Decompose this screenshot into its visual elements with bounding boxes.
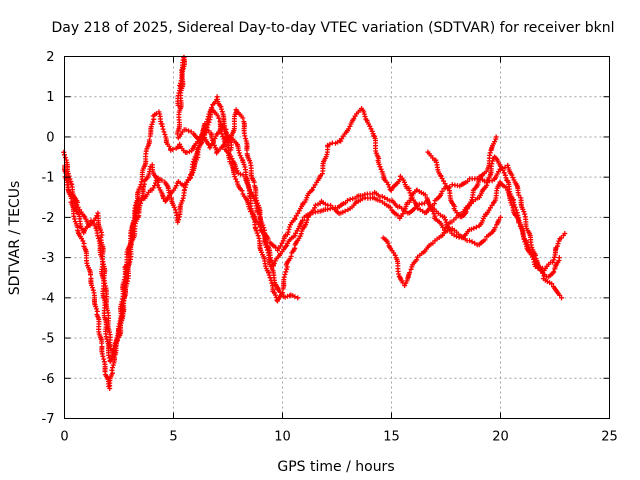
chart-title: Day 218 of 2025, Sidereal Day-to-day VTE… xyxy=(52,20,615,36)
x-tick-label: 20 xyxy=(492,430,509,445)
y-tick-label: -5 xyxy=(42,332,55,347)
x-tick-label: 5 xyxy=(169,430,177,445)
series-track-4 xyxy=(174,54,301,301)
series-track-5 xyxy=(380,214,503,289)
marker-trail xyxy=(62,94,565,391)
y-tick-label: -7 xyxy=(42,412,55,427)
series-track-3 xyxy=(61,126,562,358)
marker-trail xyxy=(174,54,301,301)
series-track-6 xyxy=(425,134,499,220)
marker-trail xyxy=(380,214,503,289)
y-tick-label: 2 xyxy=(46,50,54,65)
y-tick-label: -3 xyxy=(42,251,55,266)
y-tick-label: 0 xyxy=(46,130,54,145)
y-tick-label: 1 xyxy=(46,90,54,105)
x-axis-label: GPS time / hours xyxy=(277,459,394,475)
y-tick-label: -2 xyxy=(42,211,55,226)
x-tick-label: 25 xyxy=(601,430,618,445)
series-track-1 xyxy=(62,94,565,391)
x-tick-label: 10 xyxy=(274,430,291,445)
x-tick-label: 15 xyxy=(383,430,400,445)
x-tick-label: 0 xyxy=(60,430,68,445)
plot-frame xyxy=(64,56,610,419)
marker-trail xyxy=(61,126,562,358)
grid xyxy=(64,56,610,419)
data-points xyxy=(61,54,568,391)
y-tick-label: -4 xyxy=(42,291,55,306)
y-tick-label: -6 xyxy=(42,372,55,387)
marker-trail xyxy=(425,134,499,220)
axis-ticks: 0 5 10 15 20 25 -7 -6 -5 -4 -3 -2 -1 0 1 2 xyxy=(42,50,618,445)
y-axis-label: SDTVAR / TECUs xyxy=(7,181,23,296)
y-tick-label: -1 xyxy=(42,171,55,186)
